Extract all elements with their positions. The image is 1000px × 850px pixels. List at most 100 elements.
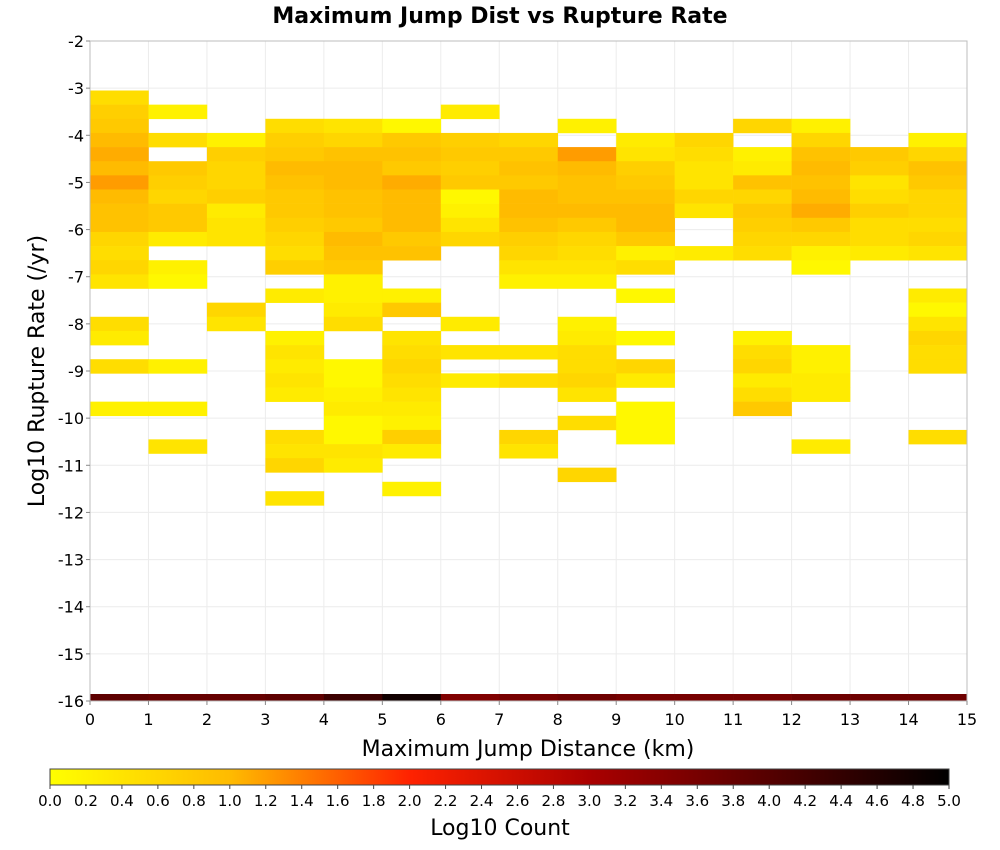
heatmap-cell xyxy=(499,203,559,219)
colorbar-tick-label: 4.6 xyxy=(865,792,889,810)
heatmap-cell xyxy=(791,439,851,454)
heatmap-cell xyxy=(791,147,851,162)
heatmap-cell xyxy=(850,161,909,176)
heatmap-cell xyxy=(148,274,208,289)
heatmap-cell xyxy=(733,387,792,402)
colorbar-tick-label: 3.0 xyxy=(577,792,601,810)
heatmap-cell xyxy=(323,387,383,402)
heatmap-cell xyxy=(616,189,675,204)
heatmap-cell xyxy=(382,359,442,374)
heatmap-cell xyxy=(557,316,617,332)
heatmap-cell xyxy=(557,147,617,162)
y-tick-label: -12 xyxy=(58,503,84,522)
heatmap-cell xyxy=(908,161,968,176)
heatmap-cell xyxy=(148,161,208,176)
heatmap-cell xyxy=(908,203,968,219)
colorbar-tick-label: 3.4 xyxy=(649,792,673,810)
heatmap-cell xyxy=(616,288,675,303)
colorbar-tick-label: 2.6 xyxy=(506,792,530,810)
heatmap-cell xyxy=(323,147,383,162)
heatmap-cell xyxy=(323,161,383,176)
heatmap-cell xyxy=(616,161,675,176)
heatmap-cell xyxy=(616,217,675,233)
heatmap-cell xyxy=(382,288,442,303)
heatmap-cell xyxy=(908,132,968,148)
heatmap-cell xyxy=(616,203,675,219)
chart-title: Maximum Jump Dist vs Rupture Rate xyxy=(272,4,727,29)
colorbar-tick-label: 0.8 xyxy=(182,792,206,810)
heatmap-cell xyxy=(557,260,617,275)
colorbar-tick-label: 4.2 xyxy=(793,792,817,810)
heatmap-cell xyxy=(557,467,617,483)
heatmap-cell xyxy=(323,118,383,134)
heatmap-cell xyxy=(440,203,500,219)
heatmap-cell xyxy=(440,316,500,332)
y-tick-label: -4 xyxy=(68,126,84,145)
heatmap-cell xyxy=(616,330,675,346)
heatmap-cell xyxy=(440,217,500,233)
heatmap-cell xyxy=(148,231,208,247)
heatmap-cell xyxy=(148,189,208,204)
heatmap-cell xyxy=(557,175,617,190)
heatmap-cell xyxy=(440,373,500,388)
x-tick-label: 4 xyxy=(319,710,329,729)
heatmap-cell xyxy=(557,345,617,360)
y-tick-label: -3 xyxy=(68,79,84,98)
colorbar-tick-label: 2.0 xyxy=(398,792,422,810)
heatmap-cell xyxy=(382,444,442,459)
heatmap-cell xyxy=(499,189,559,204)
x-tick-label: 13 xyxy=(840,710,860,729)
heatmap-cell xyxy=(557,118,617,134)
heatmap-cell xyxy=(733,175,792,190)
colorbar-tick-label: 0.2 xyxy=(74,792,98,810)
heatmap-cell xyxy=(791,359,851,374)
colorbar-tick-label: 0.4 xyxy=(110,792,134,810)
heatmap-cell xyxy=(440,231,500,247)
heatmap-cell xyxy=(265,458,325,473)
heatmap-cell xyxy=(265,118,325,134)
heatmap-cell-bottom xyxy=(616,694,675,701)
heatmap-cell xyxy=(557,373,617,388)
colorbar-tick-label: 3.8 xyxy=(721,792,745,810)
heatmap-cell xyxy=(90,189,149,204)
x-tick-label: 14 xyxy=(898,710,918,729)
heatmap-cell xyxy=(499,217,559,233)
heatmap-cell xyxy=(323,132,383,148)
heatmap-cell-bottom xyxy=(557,694,617,701)
heatmap-cell xyxy=(323,316,383,332)
x-tick-label: 6 xyxy=(436,710,446,729)
heatmap-cell xyxy=(265,491,325,506)
heatmap-cell xyxy=(265,359,325,374)
heatmap-cell xyxy=(674,147,734,162)
x-tick-label: 10 xyxy=(664,710,684,729)
colorbar-tick-label: 1.6 xyxy=(326,792,350,810)
heatmap-cell xyxy=(440,161,500,176)
heatmap-cell xyxy=(440,104,500,120)
heatmap-cell xyxy=(557,359,617,374)
heatmap-cell xyxy=(382,481,442,497)
heatmap-cell-bottom xyxy=(440,694,500,701)
colorbar-tick-label: 2.4 xyxy=(470,792,494,810)
heatmap-cell xyxy=(148,175,208,190)
heatmap-cell xyxy=(323,444,383,459)
x-axis-label: Maximum Jump Distance (km) xyxy=(362,737,695,762)
colorbar-tick-label: 5.0 xyxy=(937,792,961,810)
heatmap-cell xyxy=(323,429,383,445)
heatmap-cell xyxy=(440,147,500,162)
heatmap-cell xyxy=(674,132,734,148)
heatmap-cell xyxy=(616,415,675,431)
x-tick-label: 7 xyxy=(494,710,504,729)
heatmap-cell xyxy=(674,203,734,219)
heatmap-cell xyxy=(323,373,383,388)
heatmap-cell xyxy=(733,147,792,162)
heatmap-cell xyxy=(499,147,559,162)
heatmap-cell xyxy=(148,132,208,148)
heatmap-cell xyxy=(557,161,617,176)
heatmap-cell xyxy=(499,444,559,459)
heatmap-cell xyxy=(908,429,968,445)
heatmap-cell xyxy=(265,217,325,233)
colorbar-tick-label: 4.8 xyxy=(901,792,925,810)
heatmap-cell xyxy=(791,203,851,219)
heatmap-cell xyxy=(265,387,325,402)
colorbar-tick-label: 0.6 xyxy=(146,792,170,810)
